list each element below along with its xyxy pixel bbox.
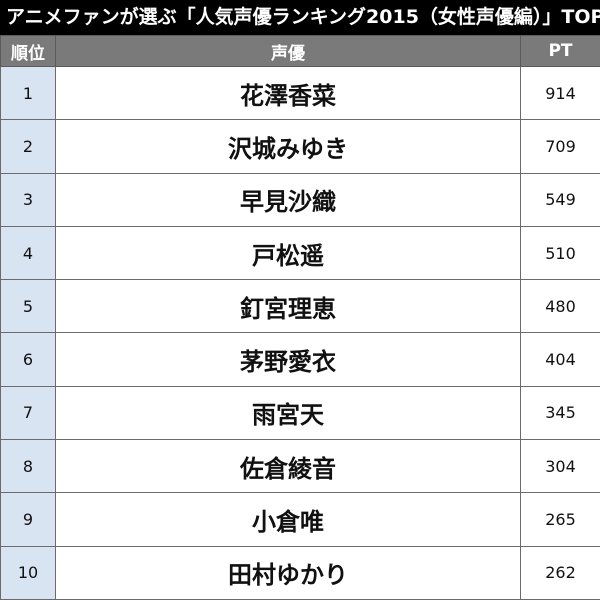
points-cell: 345 xyxy=(520,385,600,441)
column-header-name: 声優 xyxy=(55,35,521,67)
column-header-rank: 順位 xyxy=(0,35,56,67)
column-header-pt: PT xyxy=(520,35,600,67)
voice-actor-name-cell: 小倉唯 xyxy=(55,492,521,547)
voice-actor-name-cell: 戸松遥 xyxy=(55,225,521,281)
voice-actor-name-cell: 沢城みゆき xyxy=(55,119,521,174)
table-row: 6 茅野愛衣 404 xyxy=(0,332,600,387)
voice-actor-name-cell: 雨宮天 xyxy=(55,385,521,441)
voice-actor-name-cell: 田村ゆかり xyxy=(55,545,521,600)
table-row: 4 戸松遥 510 xyxy=(0,225,600,281)
table-row: 3 早見沙織 549 xyxy=(0,172,600,227)
table-row: 10 田村ゆかり 262 xyxy=(0,545,600,600)
points-cell: 262 xyxy=(520,545,600,600)
voice-actor-name-cell: 花澤香菜 xyxy=(55,65,521,121)
rank-cell: 6 xyxy=(0,332,56,387)
points-cell: 510 xyxy=(520,225,600,281)
table-row: 8 佐倉綾音 304 xyxy=(0,439,600,494)
points-cell: 480 xyxy=(520,279,600,334)
page-title: アニメファンが選ぶ「人気声優ランキング2015（女性声優編）」TOP30 xyxy=(0,0,600,35)
rank-cell: 5 xyxy=(0,279,56,334)
rank-cell: 3 xyxy=(0,172,56,227)
rank-cell: 2 xyxy=(0,119,56,174)
points-cell: 304 xyxy=(520,439,600,494)
voice-actor-name-cell: 茅野愛衣 xyxy=(55,332,521,387)
points-cell: 914 xyxy=(520,65,600,121)
points-cell: 404 xyxy=(520,332,600,387)
table-row: 7 雨宮天 345 xyxy=(0,385,600,441)
voice-actor-name-cell: 釘宮理恵 xyxy=(55,279,521,334)
points-cell: 265 xyxy=(520,492,600,547)
points-cell: 709 xyxy=(520,119,600,174)
rank-cell: 10 xyxy=(0,545,56,600)
rank-cell: 8 xyxy=(0,439,56,494)
voice-actor-name-cell: 佐倉綾音 xyxy=(55,439,521,494)
voice-actor-name-cell: 早見沙織 xyxy=(55,172,521,227)
rank-cell: 4 xyxy=(0,225,56,281)
table-row: 2 沢城みゆき 709 xyxy=(0,119,600,174)
rank-cell: 1 xyxy=(0,65,56,121)
table-row: 5 釘宮理恵 480 xyxy=(0,279,600,334)
table-row: 9 小倉唯 265 xyxy=(0,492,600,547)
rank-cell: 7 xyxy=(0,385,56,441)
points-cell: 549 xyxy=(520,172,600,227)
ranking-table: 順位 声優 PT 1 花澤香菜 914 2 沢城みゆき 709 3 早見沙織 5… xyxy=(0,35,600,600)
table-header-row: 順位 声優 PT xyxy=(0,35,600,67)
table-row: 1 花澤香菜 914 xyxy=(0,65,600,121)
rank-cell: 9 xyxy=(0,492,56,547)
